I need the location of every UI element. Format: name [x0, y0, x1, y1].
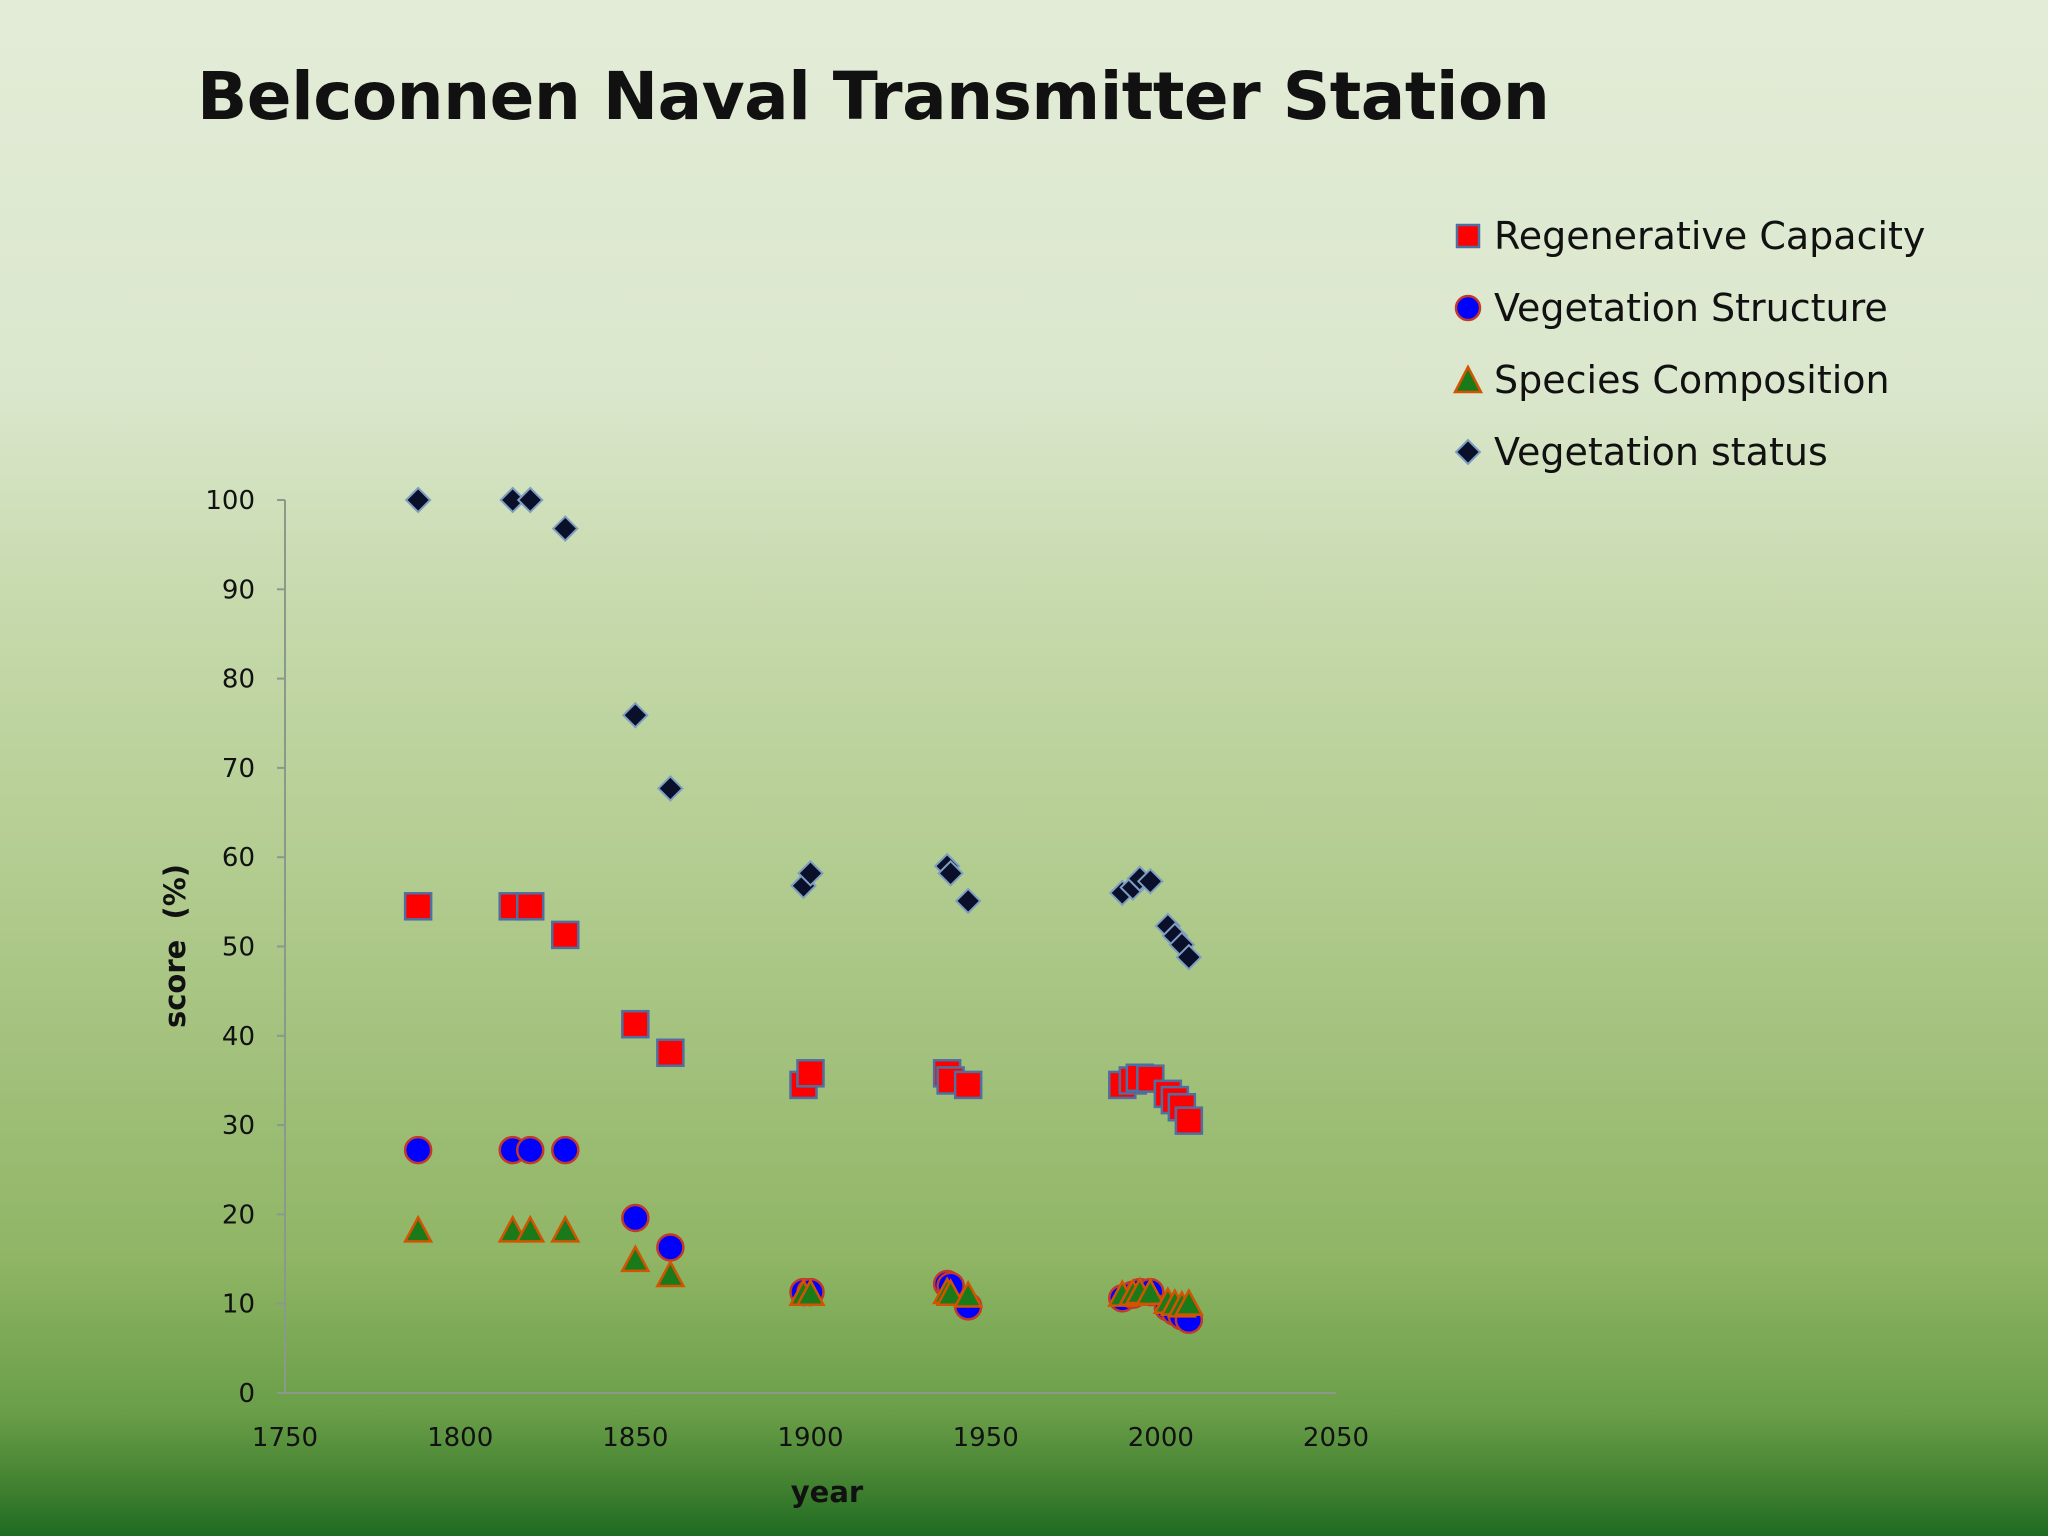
circle-data-point — [551, 1135, 580, 1165]
x-tick-label: 2000 — [1128, 1423, 1194, 1453]
x-tick-label: 1800 — [427, 1423, 493, 1453]
triangle-data-point — [403, 1214, 434, 1243]
x-tick-label: 1900 — [777, 1423, 843, 1453]
y-tick-label: 50 — [222, 933, 255, 963]
y-tick-label: 80 — [222, 665, 255, 695]
y-tick-label: 70 — [222, 754, 255, 784]
square-data-point — [796, 1059, 825, 1088]
circle-data-point — [515, 1135, 545, 1165]
legend-label: Vegetation Structure — [1494, 286, 1888, 330]
x-axis-ticks: 1750 1800 1850 1900 1950 2000 2050 — [252, 1423, 1369, 1453]
y-axis-title: score (%) — [158, 864, 192, 1028]
triangle-data-point — [1173, 1287, 1204, 1316]
y-tick-label: 90 — [222, 575, 255, 605]
x-tick-label: 1850 — [602, 1423, 668, 1453]
triangle-data-point — [515, 1214, 546, 1243]
diamond-marker-icon — [1454, 438, 1482, 466]
diamond-data-point — [621, 701, 649, 729]
square-data-point — [621, 1009, 650, 1039]
square-data-point — [1174, 1106, 1204, 1135]
x-tick-label: 1750 — [252, 1423, 318, 1453]
diamond-data-point — [937, 859, 965, 887]
x-tick-label: 2050 — [1303, 1423, 1369, 1453]
legend-label: Vegetation status — [1494, 430, 1828, 474]
x-axis-title: year — [791, 1475, 864, 1509]
legend-label: Species Composition — [1494, 358, 1890, 402]
square-marker-icon — [1455, 223, 1481, 249]
square-data-point — [656, 1038, 685, 1068]
triangle-data-point — [795, 1278, 826, 1307]
diamond-data-point — [1175, 943, 1203, 971]
circle-marker-icon — [1454, 294, 1482, 322]
diamond-data-point — [954, 887, 982, 915]
legend-item-species-composition: Species Composition — [1450, 344, 1925, 416]
legend-item-vegetation-status: Vegetation status — [1450, 416, 1925, 488]
square-data-point — [403, 892, 433, 921]
diamond-data-point — [404, 486, 432, 514]
diamond-data-point — [797, 859, 824, 887]
y-tick-label: 0 — [238, 1379, 255, 1409]
triangle-data-point — [550, 1214, 581, 1243]
data-points — [403, 486, 1204, 1335]
triangle-marker-icon — [1452, 364, 1484, 394]
legend-label: Regenerative Capacity — [1494, 214, 1926, 258]
diamond-data-point — [499, 486, 527, 514]
triangle-data-point — [655, 1259, 686, 1288]
square-data-point — [953, 1070, 983, 1100]
slide-title: Belconnen Naval Transmitter Station — [197, 58, 1550, 135]
chart-legend: Regenerative Capacity Vegetation Structu… — [1450, 200, 1925, 488]
triangle-data-point — [953, 1279, 984, 1308]
y-axis-ticks: 0 10 20 30 40 50 60 70 80 90 100 — [205, 486, 285, 1409]
square-data-point — [551, 920, 580, 950]
y-tick-label: 30 — [222, 1111, 255, 1141]
circle-data-point — [656, 1233, 685, 1262]
triangle-data-point — [1135, 1277, 1166, 1306]
diamond-data-point — [1136, 867, 1164, 895]
y-tick-label: 40 — [222, 1022, 255, 1052]
square-data-point — [515, 892, 545, 921]
diamond-data-point — [656, 775, 684, 802]
legend-item-vegetation-structure: Vegetation Structure — [1450, 272, 1925, 344]
diamond-data-point — [516, 486, 544, 514]
circle-data-point — [403, 1135, 433, 1165]
triangle-data-point — [620, 1244, 651, 1273]
y-tick-label: 10 — [222, 1290, 255, 1320]
y-tick-label: 60 — [222, 843, 255, 873]
diamond-data-point — [551, 515, 579, 542]
legend-item-regenerative-capacity: Regenerative Capacity — [1450, 200, 1925, 272]
y-tick-label: 100 — [205, 486, 255, 516]
triangle-data-point — [935, 1278, 966, 1307]
x-tick-label: 1950 — [953, 1423, 1019, 1453]
y-tick-label: 20 — [222, 1200, 255, 1230]
circle-data-point — [621, 1203, 650, 1233]
